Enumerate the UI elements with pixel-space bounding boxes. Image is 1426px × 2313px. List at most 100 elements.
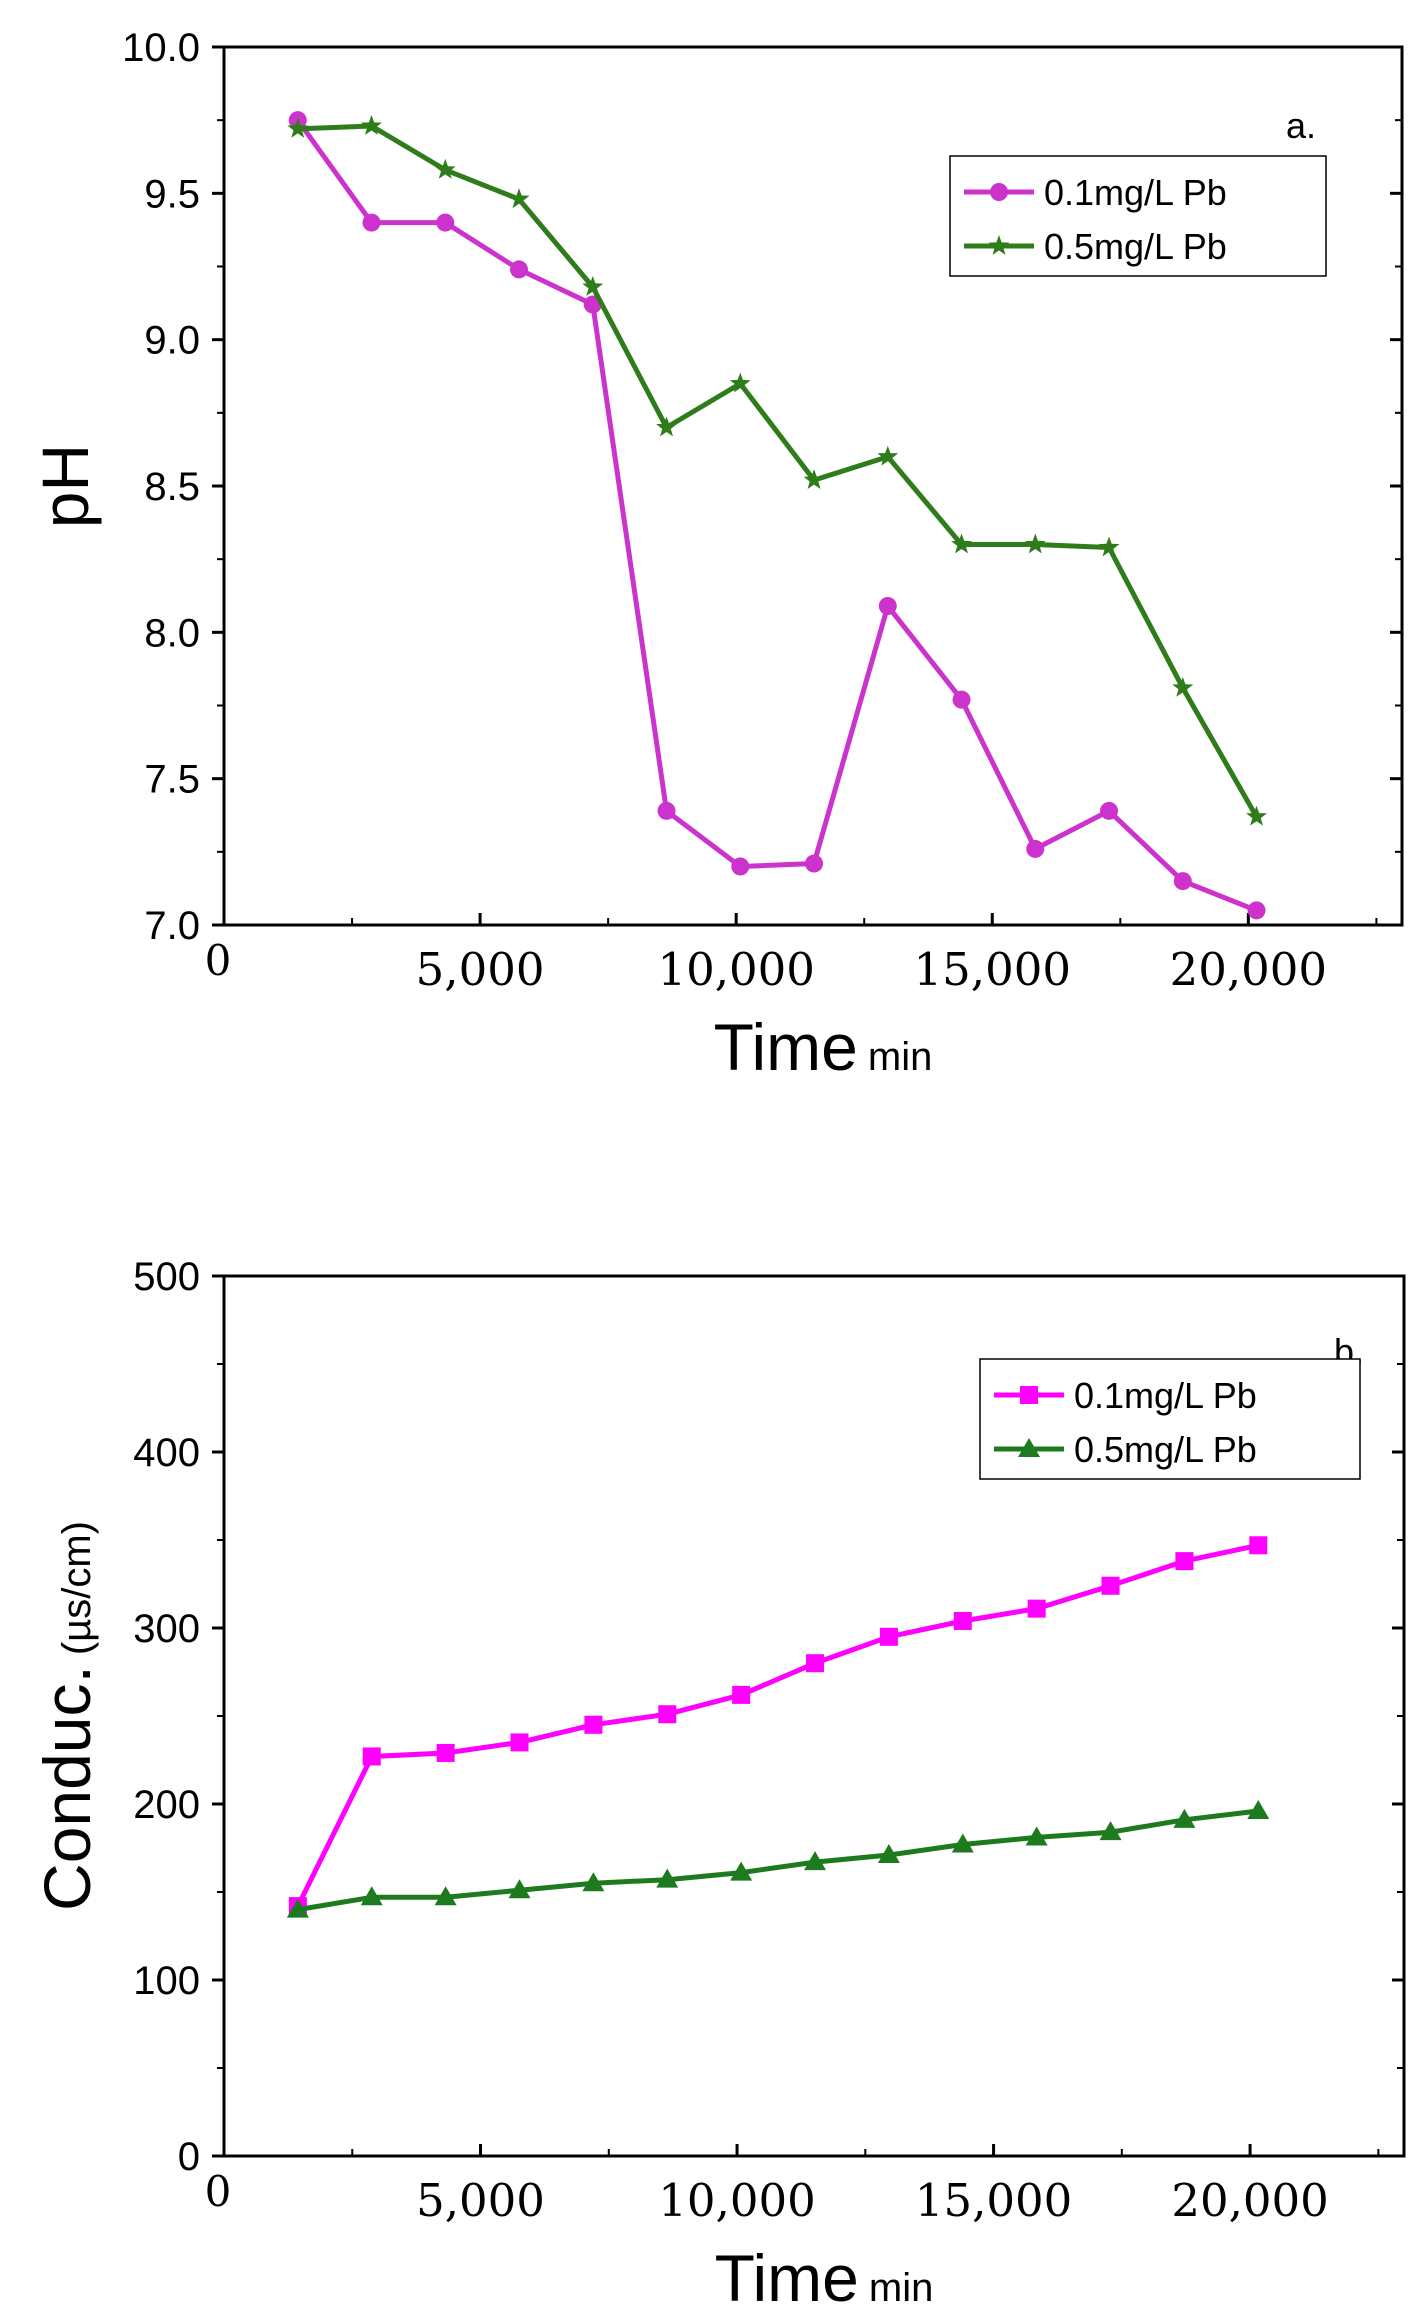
x-axis-title: Time min bbox=[714, 1010, 933, 1084]
data-point bbox=[508, 1879, 531, 1899]
data-point bbox=[582, 1872, 605, 1892]
data-point bbox=[1173, 872, 1192, 891]
data-point bbox=[510, 260, 529, 279]
data-point bbox=[582, 276, 604, 296]
data-point bbox=[1027, 1599, 1046, 1618]
data-point bbox=[803, 469, 825, 489]
legend-marker bbox=[1020, 1386, 1038, 1404]
y-tick-label: 300 bbox=[133, 1607, 200, 1651]
data-point bbox=[436, 213, 455, 232]
y-axis-title-text: Conduc. bbox=[30, 1665, 104, 1911]
series-line bbox=[297, 123, 1259, 818]
x-axis-title-text: Time bbox=[715, 2241, 859, 2313]
data-point bbox=[1173, 1808, 1196, 1828]
x-tick-label: 15,000 bbox=[915, 2174, 1072, 2227]
legend: 0.1mg/L Pb 0.5mg/L Pb bbox=[979, 1358, 1361, 1480]
data-point bbox=[1026, 839, 1045, 858]
data-point bbox=[731, 857, 750, 876]
data-point bbox=[658, 1705, 677, 1724]
y-tick-label: 9.0 bbox=[144, 319, 200, 363]
y-tick-label: 400 bbox=[133, 1431, 200, 1475]
data-point bbox=[362, 213, 381, 232]
legend-label: 0.1mg/L Pb bbox=[1074, 1375, 1257, 1416]
ph-chart: 7.0 7.5 8.0 8.5 9.0 9.5 10.0 5,000 10,000 15,000 2… bbox=[28, 26, 1404, 1084]
data-point bbox=[877, 1844, 900, 1864]
panel-label: a. bbox=[1286, 105, 1316, 146]
data-point bbox=[361, 115, 382, 135]
y-tick-label: 200 bbox=[133, 1783, 200, 1827]
series-1 bbox=[288, 1536, 1268, 1916]
data-point bbox=[953, 1611, 972, 1630]
y-axis-title: pH bbox=[28, 444, 102, 528]
data-point bbox=[729, 372, 751, 393]
y-axis-title-text: pH bbox=[28, 444, 102, 528]
x-tick-label: 5,000 bbox=[416, 943, 545, 996]
series-2 bbox=[286, 1800, 1270, 1918]
x-axis-unit: min bbox=[868, 1035, 932, 1079]
data-point bbox=[877, 445, 899, 466]
data-point bbox=[1025, 1826, 1048, 1846]
x-tick-label: 20,000 bbox=[1171, 2174, 1328, 2227]
data-point bbox=[286, 1898, 309, 1918]
x-tick-label: 15,000 bbox=[914, 943, 1071, 996]
legend-label: 0.5mg/L Pb bbox=[1074, 1429, 1257, 1470]
y-tick-label: 8.0 bbox=[144, 611, 200, 655]
y-tick-label: 7.5 bbox=[144, 758, 200, 802]
series-line bbox=[297, 1808, 1259, 1913]
legend-marker bbox=[990, 183, 1008, 201]
data-point bbox=[656, 416, 677, 437]
x-tick-label: 20,000 bbox=[1170, 943, 1327, 996]
origin-label: 0 bbox=[205, 2167, 232, 2216]
data-point bbox=[1247, 1800, 1270, 1820]
data-point bbox=[1099, 1821, 1122, 1841]
data-point bbox=[951, 1833, 974, 1853]
y-axis-title: Conduc. (µs/cm) bbox=[30, 1521, 104, 1911]
legend: 0.1mg/L Pb 0.5mg/L Pb bbox=[949, 155, 1327, 277]
y-axis-unit: (µs/cm) bbox=[55, 1521, 99, 1655]
data-point bbox=[1246, 805, 1267, 826]
data-point bbox=[584, 1715, 603, 1734]
data-point bbox=[732, 1685, 751, 1704]
data-point bbox=[730, 1861, 753, 1881]
x-axis-title-text: Time bbox=[714, 1010, 858, 1084]
series-line bbox=[295, 118, 1258, 913]
x-tick-label: 10,000 bbox=[658, 2174, 815, 2227]
x-axis-title: Time min bbox=[715, 2241, 934, 2313]
y-tick-label: 7.0 bbox=[144, 904, 200, 948]
data-point bbox=[360, 1886, 383, 1906]
legend-box bbox=[949, 155, 1327, 277]
data-point bbox=[656, 1868, 679, 1888]
data-point bbox=[1172, 676, 1194, 697]
origin-label: 0 bbox=[205, 936, 232, 985]
series-line bbox=[295, 1542, 1259, 1908]
data-point bbox=[434, 1886, 457, 1906]
legend-box bbox=[979, 1358, 1361, 1480]
data-point bbox=[1175, 1552, 1194, 1571]
data-point bbox=[1247, 901, 1266, 920]
legend-marker bbox=[988, 235, 1010, 255]
x-tick-label: 10,000 bbox=[657, 943, 814, 996]
data-point bbox=[510, 1733, 529, 1752]
data-point bbox=[1101, 1576, 1120, 1595]
data-point bbox=[287, 117, 309, 138]
data-point bbox=[804, 1851, 827, 1871]
legend-marker bbox=[1018, 1438, 1040, 1457]
data-point bbox=[952, 690, 971, 709]
data-point bbox=[1100, 801, 1119, 820]
conductivity-chart: 0 100 200 300 400 500 5,000 10,000 15,000 20,000 0… bbox=[30, 1255, 1406, 2313]
y-tick-label: 8.5 bbox=[144, 465, 200, 509]
series-1 bbox=[288, 111, 1266, 920]
y-tick-label: 100 bbox=[133, 1959, 200, 2003]
y-tick-label: 500 bbox=[133, 1255, 200, 1299]
data-point bbox=[878, 596, 897, 615]
data-point bbox=[879, 1627, 898, 1646]
data-point bbox=[805, 854, 824, 873]
data-point bbox=[508, 188, 530, 209]
data-point bbox=[1024, 533, 1046, 554]
data-point bbox=[434, 158, 456, 179]
data-point bbox=[436, 1743, 455, 1762]
series-2 bbox=[287, 115, 1267, 826]
data-point bbox=[657, 801, 676, 820]
